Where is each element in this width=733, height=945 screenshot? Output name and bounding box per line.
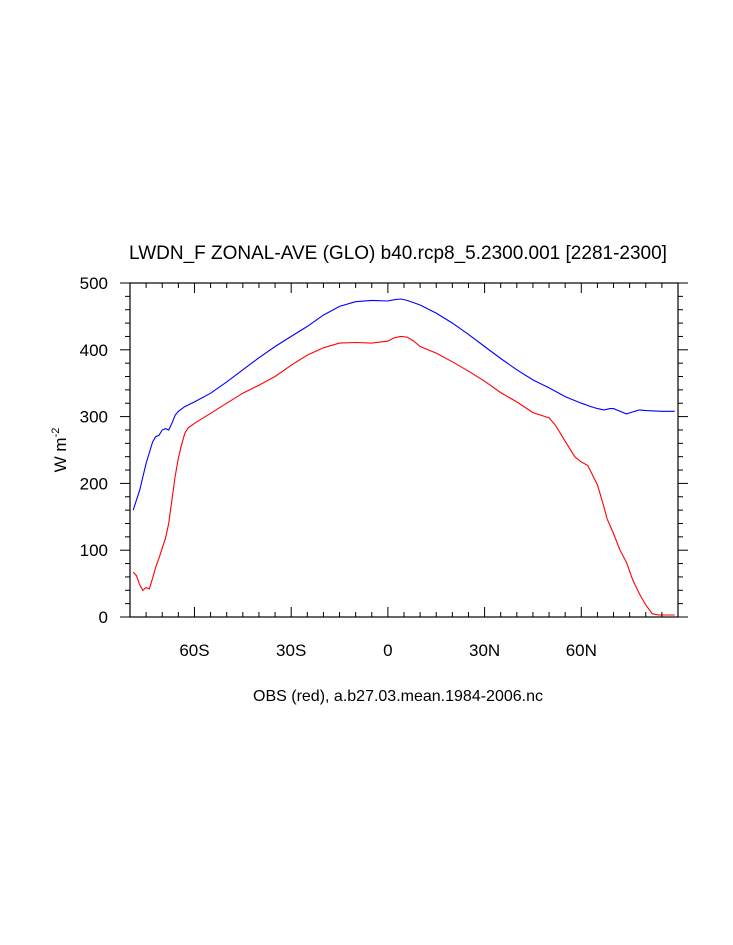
- series-line-obs: [132, 335, 675, 616]
- series-layer: [132, 298, 675, 616]
- y-tick-label: 300: [80, 408, 108, 427]
- ticks-layer: 60S 30S 0 30N 60N 0 100 200 300 400 500: [80, 274, 688, 660]
- x-tick-label: 60N: [566, 641, 597, 660]
- x-tick-label: 0: [383, 641, 392, 660]
- y-tick-label: 400: [80, 341, 108, 360]
- x-axis-label: OBS (red), a.b27.03.mean.1984-2006.nc: [253, 688, 543, 705]
- y-tick-label: 200: [80, 474, 108, 493]
- x-tick-label: 30N: [469, 641, 500, 660]
- y-axis-label-main: W m: [51, 437, 70, 472]
- x-tick-label: 60S: [179, 641, 209, 660]
- y-tick-label: 0: [99, 608, 108, 627]
- y-axis-label: W m-2: [50, 428, 70, 473]
- plot-frame: [129, 282, 679, 618]
- series-line-model: [132, 298, 675, 511]
- y-axis-label-superscript: -2: [50, 428, 62, 438]
- y-tick-label: 500: [80, 274, 108, 293]
- chart-title: LWDN_F ZONAL-AVE (GLO) b40.rcp8_5.2300.0…: [129, 243, 667, 264]
- x-tick-label: 30S: [276, 641, 306, 660]
- y-tick-label: 100: [80, 541, 108, 560]
